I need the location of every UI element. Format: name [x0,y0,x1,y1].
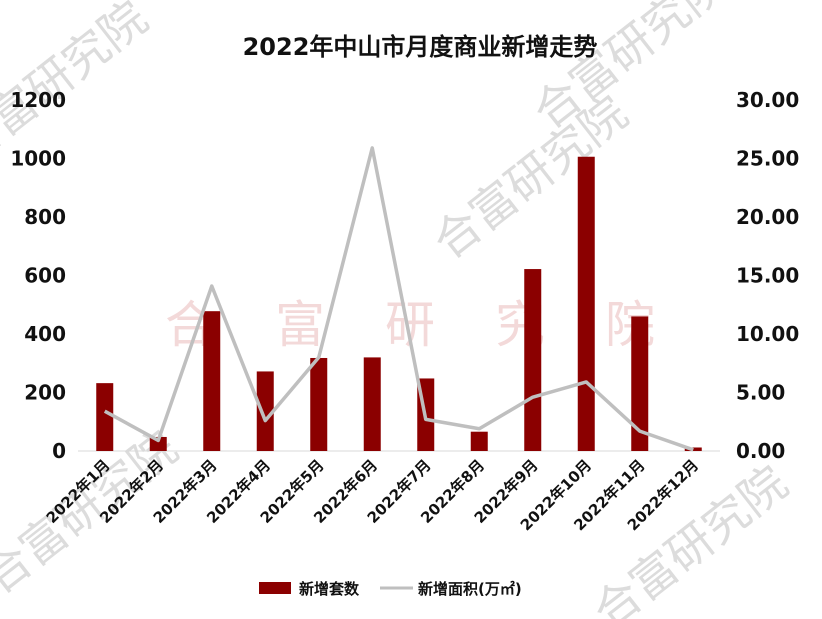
right-axis: 0.00 5.00 10.00 15.00 20.00 25.00 30.00 [736,88,799,463]
left-axis: 0 200 400 600 800 1000 1200 [10,88,66,463]
watermark-text-3: 合富研究院 [423,85,637,269]
right-tick-4: 20.00 [736,205,799,229]
right-tick-1: 5.00 [736,381,785,405]
bar-5 [310,357,328,451]
area-line [103,146,694,452]
bar-2 [149,436,167,451]
right-tick-6: 30.00 [736,88,799,112]
bar-3 [203,311,221,451]
bar-9 [524,269,542,451]
bar-8 [470,431,488,451]
left-tick-3: 600 [24,264,66,288]
left-tick-1: 200 [24,381,66,405]
watermark-layer: 合富研究院 合富研究院合富研究院合富研究院 合富研究院合富研究院 [0,0,797,619]
left-tick-6: 1200 [10,88,66,112]
watermark-char-1: 富 [275,296,325,354]
left-tick-0: 0 [52,439,66,463]
legend-label-line: 新增面积(万㎡) [418,580,522,598]
legend-label-bars: 新增套数 [299,580,360,598]
bar-6 [363,357,381,451]
line-series [103,146,694,452]
left-tick-4: 800 [24,205,66,229]
legend-swatch-bars [259,582,291,594]
left-tick-2: 400 [24,322,66,346]
right-tick-5: 25.00 [736,147,799,171]
bar-1 [96,383,114,451]
bar-4 [256,371,274,451]
right-tick-0: 0.00 [736,439,785,463]
legend: 新增套数 新增面积(万㎡) [259,580,522,598]
right-tick-3: 15.00 [736,264,799,288]
bar-11 [631,316,649,451]
bar-series [96,156,702,451]
bar-10 [577,156,595,451]
watermark-text-2: 合富研究院 [523,0,737,139]
left-tick-5: 1000 [10,147,66,171]
chart-title: 2022年中山市月度商业新增走势 [243,33,598,61]
right-tick-2: 10.00 [736,322,799,346]
